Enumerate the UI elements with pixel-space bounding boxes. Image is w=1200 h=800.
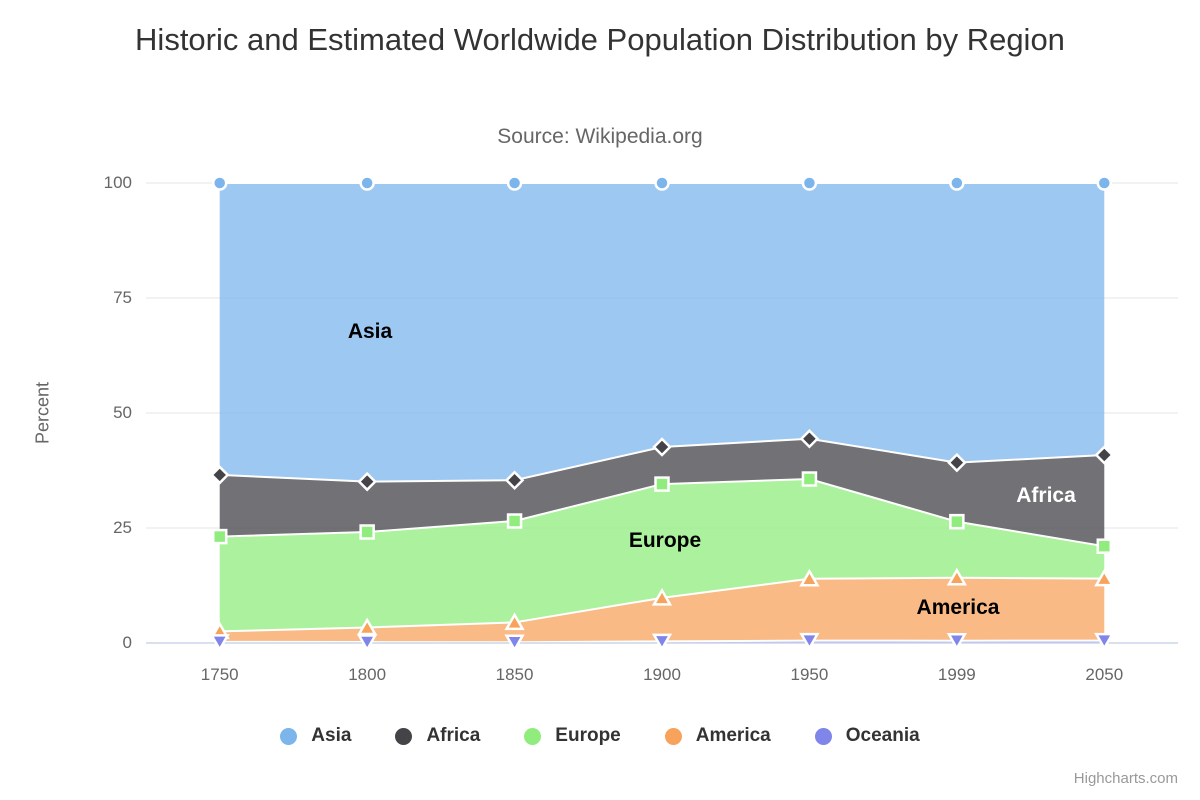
marker-america[interactable] xyxy=(946,567,968,586)
x-tick-label: 2050 xyxy=(1085,665,1124,684)
marker-asia[interactable] xyxy=(801,175,818,191)
marker-asia[interactable] xyxy=(1096,175,1113,191)
legend-item-europe[interactable]: Europe xyxy=(524,725,621,747)
legend-label: America xyxy=(695,725,771,746)
legend: Asia Africa Europe America Oceania xyxy=(0,725,1200,747)
marker-africa[interactable] xyxy=(799,428,820,449)
marker-oceania[interactable] xyxy=(356,634,378,653)
marker-asia[interactable] xyxy=(654,175,670,191)
marker-america[interactable] xyxy=(1094,568,1115,587)
marker-oceania[interactable] xyxy=(1094,632,1115,651)
series-area-america xyxy=(219,577,1105,643)
chart-subtitle: Source: Wikipedia.org xyxy=(497,125,703,148)
marker-europe[interactable] xyxy=(506,513,523,529)
marker-europe[interactable] xyxy=(1096,538,1113,554)
series-label-america: America xyxy=(916,596,1000,619)
series-area-asia xyxy=(219,183,1105,482)
legend-item-america[interactable]: America xyxy=(664,725,771,747)
highcharts-credit[interactable]: Highcharts.com xyxy=(1073,770,1178,787)
marker-europe[interactable] xyxy=(801,471,818,487)
marker-asia[interactable] xyxy=(949,175,965,191)
x-tick-label: 1750 xyxy=(200,665,239,684)
marker-oceania[interactable] xyxy=(209,634,230,652)
y-tick-label: 0 xyxy=(122,633,132,652)
marker-asia[interactable] xyxy=(211,175,228,191)
marker-europe[interactable] xyxy=(359,524,375,540)
legend-label: Africa xyxy=(426,725,481,746)
chart-title: Historic and Estimated Worldwide Populat… xyxy=(135,22,1065,57)
marker-america[interactable] xyxy=(799,568,820,587)
y-tick-label: 25 xyxy=(113,518,132,537)
legend-swatch-asia-icon xyxy=(280,727,298,745)
marker-oceania[interactable] xyxy=(946,632,968,651)
legend-item-asia[interactable]: Asia xyxy=(280,725,351,747)
marker-africa[interactable] xyxy=(357,471,377,492)
marker-europe[interactable] xyxy=(211,528,228,545)
legend-label: Oceania xyxy=(845,725,920,746)
y-tick-label: 75 xyxy=(113,288,132,307)
marker-asia[interactable] xyxy=(359,175,375,191)
series-label-europe: Europe xyxy=(628,529,702,552)
legend-label: Europe xyxy=(555,725,621,746)
marker-africa[interactable] xyxy=(209,465,230,485)
x-tick-label: 1850 xyxy=(495,665,534,684)
x-tick-label: 1900 xyxy=(643,665,681,684)
marker-europe[interactable] xyxy=(654,476,670,492)
x-tick-label: 1999 xyxy=(937,665,976,684)
marker-america[interactable] xyxy=(504,612,525,631)
marker-africa[interactable] xyxy=(947,452,967,473)
series-label-africa: Africa xyxy=(1016,484,1076,507)
legend-swatch-america-icon xyxy=(664,727,682,745)
marker-asia[interactable] xyxy=(506,175,523,191)
legend-swatch-africa-icon xyxy=(395,727,413,745)
marker-america[interactable] xyxy=(356,617,378,636)
x-tick-label: 1950 xyxy=(790,665,829,684)
series-area-africa xyxy=(219,438,1105,547)
marker-america[interactable] xyxy=(651,587,673,606)
legend-item-africa[interactable]: Africa xyxy=(395,725,480,747)
marker-oceania[interactable] xyxy=(799,632,820,651)
legend-swatch-oceania-icon xyxy=(814,727,832,745)
y-tick-label: 50 xyxy=(113,403,132,422)
legend-label: Asia xyxy=(311,725,352,746)
marker-africa[interactable] xyxy=(652,437,672,457)
series-area-europe xyxy=(219,479,1105,632)
marker-africa[interactable] xyxy=(1094,445,1115,465)
y-tick-label: 100 xyxy=(103,173,132,192)
marker-africa[interactable] xyxy=(504,470,525,491)
marker-europe[interactable] xyxy=(949,513,965,530)
legend-swatch-europe-icon xyxy=(524,727,542,745)
marker-oceania[interactable] xyxy=(504,634,525,653)
legend-item-oceania[interactable]: Oceania xyxy=(814,725,920,747)
series-label-asia: Asia xyxy=(347,320,393,343)
x-tick-label: 1800 xyxy=(348,665,387,684)
marker-oceania[interactable] xyxy=(651,633,673,652)
